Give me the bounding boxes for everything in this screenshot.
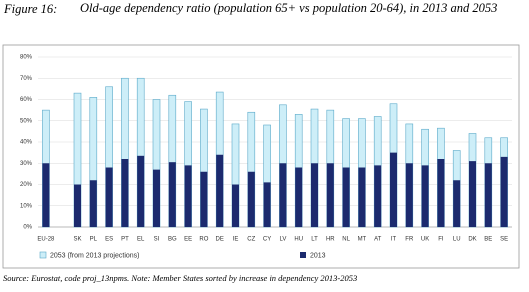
bar	[247, 171, 255, 227]
legend-label: 2013	[310, 252, 326, 259]
bar	[374, 165, 382, 227]
y-tick-label: 50%	[20, 118, 33, 124]
source-note: Source: Eurostat, code proj_13npms. Note…	[3, 273, 357, 283]
bar	[200, 171, 208, 227]
y-tick-label: 20%	[20, 182, 33, 188]
legend-swatch	[39, 251, 47, 259]
x-tick-label: NL	[342, 237, 350, 243]
y-tick-label: 80%	[20, 55, 33, 61]
bar	[89, 180, 97, 227]
legend-swatch	[300, 252, 306, 258]
bar	[232, 184, 239, 227]
x-tick-label: IT	[391, 237, 397, 243]
figure-label: Figure 16:	[3, 2, 57, 16]
bar	[484, 163, 492, 227]
x-tick-label: EE	[184, 237, 192, 243]
bar	[421, 165, 429, 227]
y-tick-label: 70%	[20, 76, 33, 82]
x-tick-label: SI	[154, 237, 160, 243]
bar	[168, 162, 176, 227]
bar	[216, 154, 224, 227]
x-tick-label: PT	[121, 237, 129, 243]
title-box: Old-age dependency ratio (population 65+…	[80, 1, 498, 15]
x-tick-label: SK	[73, 237, 81, 243]
bar	[295, 167, 303, 227]
x-tick-label: HU	[294, 237, 303, 243]
x-tick-label: MT	[358, 237, 367, 243]
x-tick-label: RO	[199, 237, 208, 243]
x-tick-label: PL	[90, 237, 98, 243]
x-tick-label: DK	[468, 237, 476, 243]
legend-label: 2053 (from 2013 projections)	[50, 252, 140, 259]
x-tick-label: LT	[311, 237, 318, 243]
bar	[437, 159, 445, 227]
x-tick-label: SE	[500, 237, 508, 243]
x-tick-label: LU	[453, 237, 461, 243]
bar	[137, 155, 145, 227]
bar	[279, 163, 287, 227]
x-tick-label: UK	[421, 237, 429, 243]
y-tick-label: 0%	[23, 225, 32, 231]
y-tick-label: 10%	[20, 203, 33, 209]
bar	[469, 161, 476, 227]
x-tick-label: EL	[137, 237, 145, 243]
x-tick-label: FR	[405, 237, 414, 243]
bar	[105, 167, 113, 227]
bar	[500, 156, 508, 227]
bar	[42, 163, 50, 227]
x-tick-label: HR	[326, 237, 335, 243]
x-tick-label: LV	[279, 237, 286, 243]
bar	[405, 163, 413, 227]
bar	[263, 182, 271, 227]
bar	[184, 165, 192, 227]
x-tick-label: FI	[438, 237, 444, 243]
x-tick-label: ES	[105, 237, 113, 243]
bar	[390, 152, 397, 227]
y-tick-label: 40%	[20, 140, 33, 146]
x-tick-label: BG	[168, 237, 177, 243]
bar	[326, 163, 334, 227]
bar	[342, 167, 350, 227]
bar	[121, 159, 129, 227]
x-tick-label: CZ	[247, 237, 255, 243]
x-tick-label: BE	[484, 237, 492, 243]
bar	[453, 180, 461, 227]
bar	[153, 169, 160, 227]
bar	[358, 167, 366, 227]
x-tick-label: DE	[216, 237, 224, 243]
chart-title: Old-age dependency ratio (population 65+…	[80, 1, 498, 15]
x-tick-label: AT	[374, 237, 382, 243]
x-tick-label: IE	[233, 237, 239, 243]
y-tick-label: 60%	[20, 97, 33, 103]
y-tick-label: 30%	[20, 161, 33, 167]
x-tick-label: EU-28	[37, 237, 55, 243]
chart-frame	[2, 44, 520, 269]
x-tick-label: CY	[263, 237, 271, 243]
bar	[311, 163, 318, 227]
bar	[74, 184, 81, 227]
